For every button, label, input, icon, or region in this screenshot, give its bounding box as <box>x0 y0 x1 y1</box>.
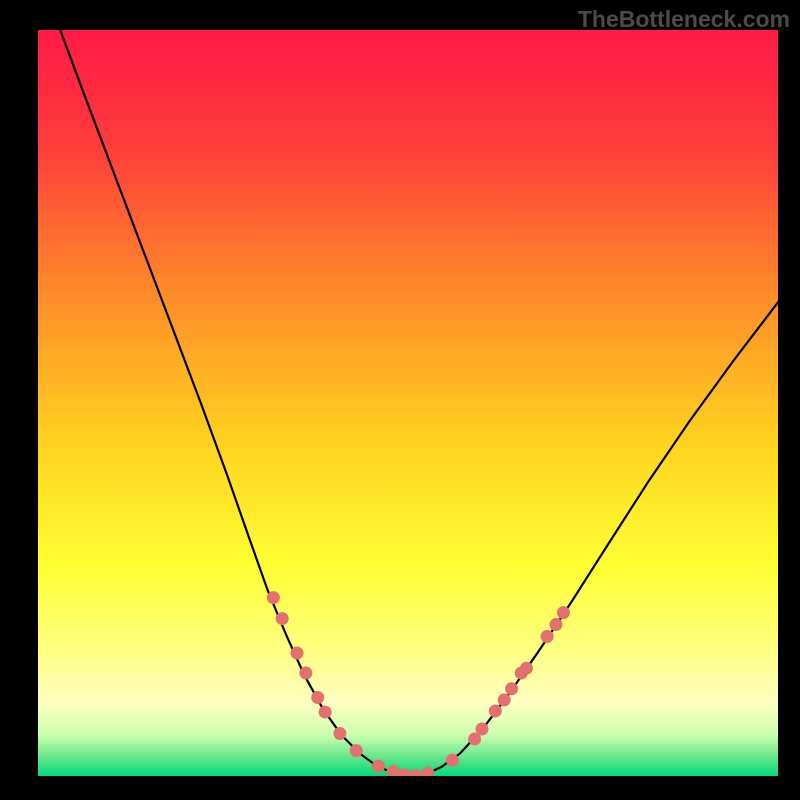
data-marker <box>476 723 489 736</box>
data-marker <box>489 705 502 718</box>
plot-area <box>38 30 778 776</box>
watermark-text: TheBottleneck.com <box>578 6 790 33</box>
data-marker <box>505 682 518 695</box>
data-marker <box>446 754 459 767</box>
data-marker <box>520 662 533 675</box>
data-marker <box>267 591 280 604</box>
data-marker <box>276 612 289 625</box>
data-marker <box>372 760 385 773</box>
plot-svg <box>38 30 778 776</box>
data-marker <box>333 727 346 740</box>
data-marker <box>319 706 332 719</box>
data-marker <box>541 630 554 643</box>
data-marker <box>498 693 511 706</box>
data-marker <box>291 647 304 660</box>
data-marker <box>311 691 324 704</box>
data-marker <box>557 606 570 619</box>
chart-container: TheBottleneck.com <box>0 0 800 800</box>
data-marker <box>550 618 563 631</box>
data-marker <box>299 667 312 680</box>
gradient-background <box>38 30 778 776</box>
data-marker <box>350 744 363 757</box>
